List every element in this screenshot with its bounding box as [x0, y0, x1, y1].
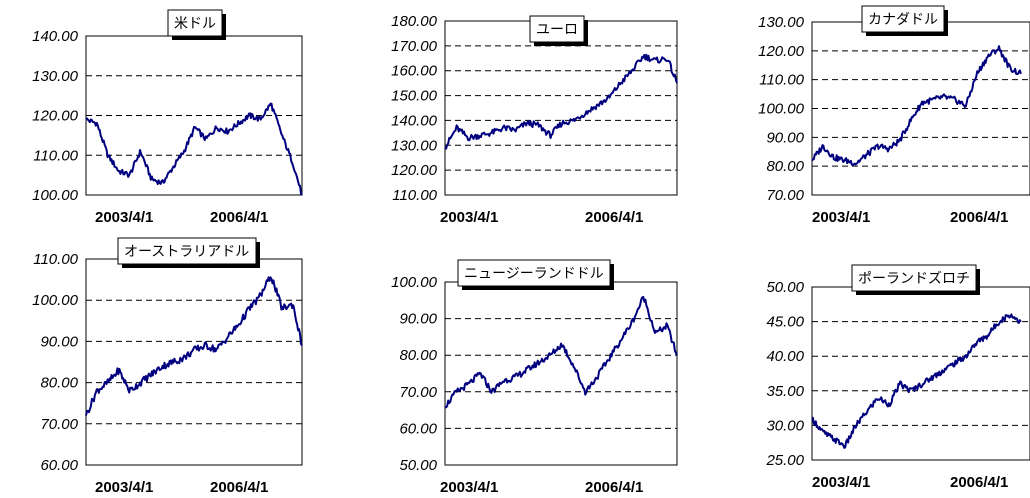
- y-tick-label: 90.00: [766, 129, 804, 146]
- y-tick-label: 35.00: [766, 383, 804, 400]
- y-tick-label: 90.00: [40, 333, 78, 350]
- title-box: [167, 9, 223, 37]
- chart-title: カナダドル: [868, 12, 938, 28]
- y-tick-label: 100.00: [32, 292, 79, 309]
- x-tick-label: 2003/4/1: [812, 474, 870, 491]
- chart-panel: 70.00 80.00 90.00 100.00 110.00 120.00 130.00 2…: [758, 5, 1030, 226]
- x-tick-label: 2003/4/1: [440, 479, 498, 496]
- y-tick-label: 60.00: [399, 420, 437, 437]
- y-tick-label: 70.00: [399, 384, 437, 401]
- chart-panel: 100.00 110.00 120.00 130.00 140.00 2003/4/1 20…: [32, 9, 303, 226]
- y-tick-label: 110.00: [759, 72, 804, 89]
- plot-frame: [444, 281, 678, 466]
- series-line: [444, 53, 678, 150]
- y-tick-label: 50.00: [766, 279, 804, 296]
- chart-panel: 50.00 60.00 70.00 80.00 90.00 100.00 2003/4/1 2…: [391, 259, 678, 496]
- y-tick-label: 120.00: [758, 43, 805, 60]
- y-tick-label: 160.00: [391, 63, 438, 80]
- title-box: [851, 264, 977, 292]
- y-tick-label: 120.00: [32, 108, 79, 125]
- y-tick-label: 45.00: [766, 314, 804, 331]
- y-tick-label: 110.00: [392, 187, 437, 204]
- chart-title: ユーロ: [536, 22, 578, 38]
- x-tick-label: 2003/4/1: [812, 209, 870, 226]
- x-tick-label: 2006/4/1: [585, 479, 643, 496]
- y-tick-label: 100.00: [391, 274, 438, 291]
- series-line: [811, 45, 1022, 167]
- y-tick-label: 40.00: [766, 348, 804, 365]
- title-box: [117, 237, 257, 265]
- y-tick-label: 130.00: [32, 68, 79, 85]
- x-tick-label: 2006/4/1: [210, 209, 268, 226]
- y-tick-label: 50.00: [399, 457, 437, 474]
- y-tick-label: 120.00: [391, 162, 438, 179]
- y-tick-label: 80.00: [766, 158, 804, 175]
- series-line: [85, 276, 303, 416]
- chart-title: オーストラリアドル: [124, 244, 249, 260]
- y-tick-label: 140.00: [391, 112, 438, 129]
- x-tick-label: 2003/4/1: [440, 209, 498, 226]
- title-box: [861, 5, 945, 33]
- x-tick-label: 2006/4/1: [210, 479, 268, 496]
- chart-title: ニュージーランドドル: [464, 266, 604, 282]
- series-line: [85, 102, 303, 196]
- y-tick-label: 90.00: [399, 311, 437, 328]
- y-tick-label: 130.00: [758, 14, 805, 31]
- y-tick-label: 150.00: [391, 88, 438, 105]
- chart-panel: 60.00 70.00 80.00 90.00 100.00 110.00 2003/4/1…: [32, 237, 303, 496]
- y-tick-label: 25.00: [765, 452, 804, 469]
- chart-panel: 110.00 120.00 130.00 140.00 150.00 160.00 170.…: [391, 13, 678, 226]
- y-tick-label: 70.00: [766, 187, 804, 204]
- y-tick-label: 60.00: [40, 457, 78, 474]
- y-tick-label: 130.00: [391, 137, 438, 154]
- x-tick-label: 2003/4/1: [95, 479, 153, 496]
- y-tick-label: 70.00: [40, 416, 78, 433]
- x-tick-label: 2006/4/1: [585, 209, 643, 226]
- y-tick-label: 30.00: [766, 417, 804, 434]
- y-tick-label: 110.00: [33, 251, 78, 268]
- x-tick-label: 2003/4/1: [95, 209, 153, 226]
- series-line: [811, 313, 1022, 449]
- title-box: [457, 259, 611, 287]
- x-tick-label: 2006/4/1: [950, 474, 1008, 491]
- y-tick-label: 140.00: [32, 28, 79, 45]
- plot-frame: [85, 258, 303, 466]
- series-line: [444, 296, 678, 409]
- y-tick-label: 80.00: [399, 347, 437, 364]
- x-tick-label: 2006/4/1: [950, 209, 1008, 226]
- chart-panel: 25.00 30.00 35.00 40.00 45.00 50.00 2003/4/1 20…: [765, 264, 1030, 491]
- y-tick-label: 180.00: [391, 13, 438, 30]
- y-tick-label: 110.00: [33, 147, 78, 164]
- title-box: [529, 15, 585, 43]
- plot-frame: [444, 20, 678, 196]
- y-tick-label: 100.00: [32, 187, 79, 204]
- plot-frame: [811, 286, 1030, 461]
- y-tick-label: 80.00: [40, 375, 78, 392]
- y-tick-label: 100.00: [758, 101, 805, 118]
- chart-title: ポーランドズロチ: [858, 271, 970, 287]
- chart-title: 米ドル: [174, 16, 216, 32]
- y-tick-label: 170.00: [391, 38, 438, 55]
